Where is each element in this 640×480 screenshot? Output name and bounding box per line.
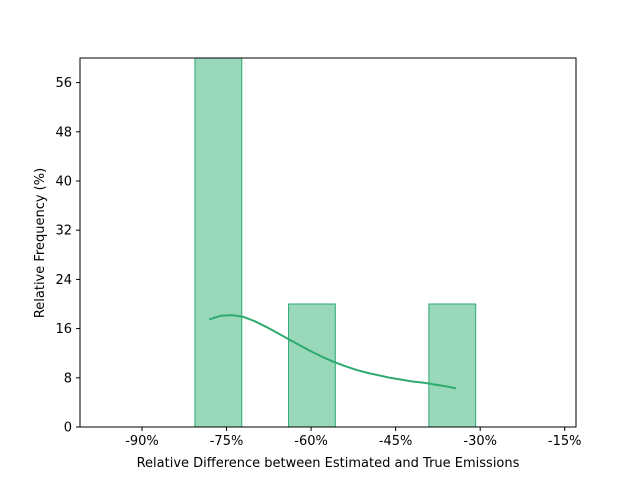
y-tick-label: 24 bbox=[55, 273, 72, 288]
kde-curve bbox=[208, 314, 457, 390]
x-tick-label: -30% bbox=[463, 434, 497, 449]
kde-curve-group bbox=[208, 314, 457, 390]
y-tick-label: 40 bbox=[55, 175, 72, 190]
y-axis-label: Relative Frequency (%) bbox=[33, 168, 48, 318]
y-tick-label: 32 bbox=[55, 224, 72, 239]
y-tick-label: 48 bbox=[55, 125, 72, 140]
histogram-bar bbox=[194, 57, 243, 428]
x-tick-label: -75% bbox=[210, 434, 244, 449]
y-tick-label: 8 bbox=[64, 371, 72, 386]
histogram-bar bbox=[428, 303, 477, 428]
x-axis-label: Relative Difference between Estimated an… bbox=[137, 456, 520, 471]
histogram-bars bbox=[194, 57, 477, 428]
y-axis-ticks: 0 8 16 24 32 40 48 56 bbox=[55, 76, 80, 436]
x-tick-label: -15% bbox=[548, 434, 582, 449]
histogram-bar bbox=[288, 303, 336, 428]
x-tick-label: -90% bbox=[125, 434, 159, 449]
y-tick-label: 0 bbox=[64, 421, 72, 436]
x-tick-label: -60% bbox=[294, 434, 328, 449]
y-tick-label: 16 bbox=[55, 322, 72, 337]
y-tick-label: 56 bbox=[55, 76, 72, 91]
x-tick-label: -45% bbox=[379, 434, 413, 449]
plot-frame bbox=[79, 57, 577, 428]
x-axis-ticks: -90% -75% -60% -45% -30% -15% bbox=[125, 427, 582, 449]
